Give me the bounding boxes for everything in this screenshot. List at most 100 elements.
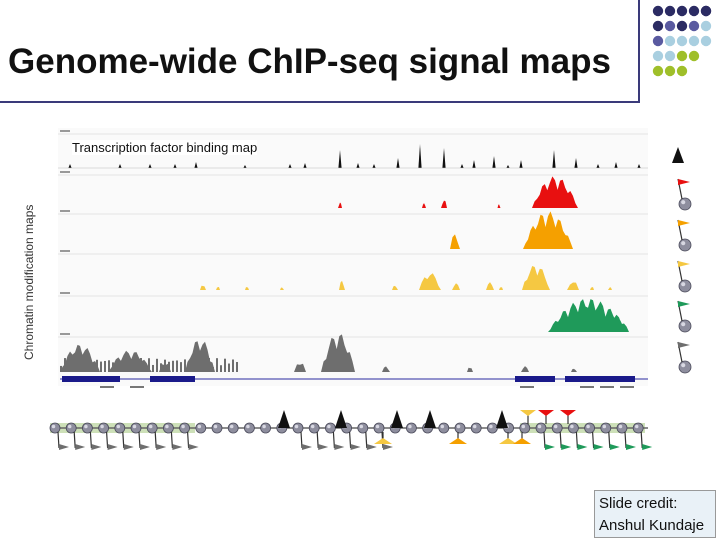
tail-stem bbox=[640, 431, 643, 449]
nucleosome-highlight bbox=[132, 424, 137, 429]
tail-flag bbox=[609, 444, 620, 450]
gray-track-peak bbox=[184, 359, 186, 372]
yellow-track-peak bbox=[486, 282, 494, 290]
gray-track-peak bbox=[176, 360, 178, 372]
nucleosome-highlight bbox=[681, 363, 686, 368]
tf-peak bbox=[637, 164, 641, 168]
flag-head bbox=[538, 410, 554, 416]
nucleosome-highlight bbox=[681, 282, 686, 287]
nucleosome-icon bbox=[292, 422, 304, 434]
tf-peak bbox=[288, 164, 292, 168]
tf-peak bbox=[614, 162, 618, 168]
nucleosome-highlight bbox=[472, 424, 477, 429]
nucleosome-highlight bbox=[197, 424, 202, 429]
tf-triangle-icon bbox=[278, 410, 290, 428]
tail-stem bbox=[365, 431, 368, 449]
nucleosome-icon bbox=[324, 422, 336, 434]
dot-grid-icon bbox=[652, 5, 712, 77]
tf-triangle-icon bbox=[424, 410, 436, 428]
nucleosome-icon bbox=[632, 422, 644, 434]
nucleosome-icon bbox=[195, 422, 207, 434]
gene-exon bbox=[515, 376, 555, 382]
track-scale-tick bbox=[60, 130, 70, 132]
grid-dot bbox=[688, 35, 700, 47]
nucleosome-highlight bbox=[165, 424, 169, 429]
tail-flag bbox=[91, 444, 102, 450]
nucleosome-icon bbox=[551, 422, 563, 434]
tail-flag bbox=[59, 444, 69, 450]
grid-dot bbox=[676, 5, 688, 17]
tail-flag bbox=[561, 444, 572, 450]
tail-flag bbox=[577, 444, 588, 450]
nucleosome-icon bbox=[519, 422, 531, 434]
nucleosome-flag-icon bbox=[678, 360, 692, 374]
grid-dot bbox=[700, 20, 712, 32]
tail-flag bbox=[545, 444, 555, 450]
gray-track-peak bbox=[108, 360, 110, 372]
gray-track-peak bbox=[236, 361, 238, 372]
grid-dot bbox=[652, 65, 664, 77]
yellow-track-peak bbox=[522, 266, 550, 290]
gray-track-peak bbox=[172, 360, 174, 372]
flag-head bbox=[678, 179, 690, 185]
tail-flag bbox=[499, 438, 517, 444]
nucleosome-highlight bbox=[440, 424, 445, 429]
nucleosome-highlight bbox=[229, 424, 234, 429]
nucleosome-icon bbox=[535, 422, 547, 434]
gray-track-peak bbox=[96, 359, 98, 372]
tail-stem bbox=[316, 431, 319, 449]
track-scale-tick bbox=[60, 333, 70, 335]
nucleosome-icon bbox=[470, 422, 482, 434]
credit-line-2: Anshul Kundaje bbox=[599, 517, 705, 534]
tail-flag bbox=[383, 444, 393, 450]
grid-dot bbox=[652, 5, 664, 17]
page-title: Genome-wide ChIP-seq signal maps bbox=[8, 42, 611, 81]
nucleosome-icon bbox=[373, 422, 385, 434]
credit-line-1: Slide credit: bbox=[599, 495, 678, 512]
nucleosome-icon bbox=[616, 422, 628, 434]
gray-track-peak bbox=[64, 358, 66, 372]
gray-track-peak bbox=[152, 364, 154, 372]
gray-track-peak bbox=[521, 366, 529, 372]
nucleosome-highlight bbox=[294, 424, 299, 429]
tail-stem bbox=[332, 431, 335, 449]
nucleosome-highlight bbox=[602, 424, 607, 429]
nucleosome-highlight bbox=[408, 424, 412, 429]
tf-peak bbox=[194, 162, 198, 168]
nucleosome-highlight bbox=[586, 424, 590, 429]
flag-head bbox=[520, 410, 536, 416]
gene-label-tick bbox=[620, 386, 634, 388]
nucleosome-icon bbox=[308, 422, 320, 434]
yellow-track-peak bbox=[499, 287, 503, 290]
tf-peak bbox=[243, 165, 247, 168]
tf-triangle-icon bbox=[496, 410, 508, 428]
nucleosome-icon bbox=[568, 422, 579, 434]
nucleosome-icon bbox=[114, 422, 126, 434]
tf-peak bbox=[396, 158, 400, 168]
nucleosome-highlight bbox=[327, 424, 331, 429]
gray-track-peak bbox=[321, 334, 355, 372]
nucleosome-highlight bbox=[634, 424, 639, 429]
gray-track-peak bbox=[160, 363, 162, 372]
yellow-track-peak bbox=[200, 285, 206, 290]
gray-track-peak bbox=[128, 365, 130, 372]
nucleosome-icon bbox=[243, 422, 255, 434]
tail-flag bbox=[75, 444, 86, 450]
nucleosome-highlight bbox=[246, 424, 250, 429]
yellow-track-peak bbox=[392, 285, 398, 290]
tail-flag bbox=[366, 444, 377, 450]
nucleosome-highlight bbox=[116, 424, 121, 429]
nucleosome-icon bbox=[227, 422, 239, 434]
yellow-track-peak bbox=[567, 282, 579, 290]
tf-peak bbox=[356, 163, 360, 168]
yellow-track-peak bbox=[419, 273, 441, 290]
gray-track-peak bbox=[80, 358, 82, 372]
red-track-peak bbox=[532, 176, 578, 208]
green-track-peak bbox=[599, 314, 629, 332]
grid-dot bbox=[688, 5, 700, 17]
tail-flag bbox=[302, 444, 312, 450]
gray-track-peak bbox=[112, 362, 114, 372]
gray-track-peak bbox=[200, 358, 202, 372]
red-track-peak bbox=[497, 204, 501, 208]
nucleosome-highlight bbox=[681, 200, 686, 205]
